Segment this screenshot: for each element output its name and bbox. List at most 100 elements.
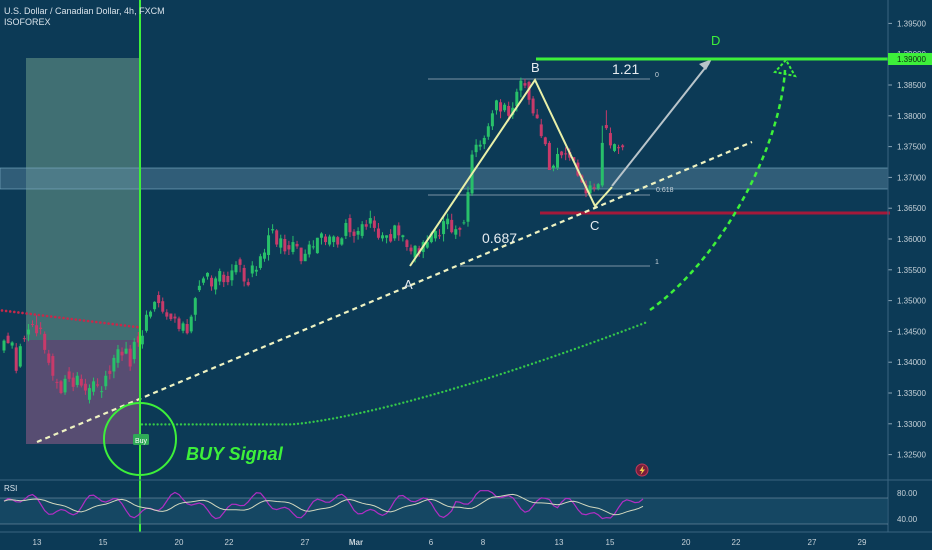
supertrend-dot bbox=[230, 423, 233, 426]
candle-body bbox=[340, 238, 344, 245]
supertrend-dot bbox=[484, 377, 487, 381]
candles-layer bbox=[2, 77, 625, 404]
candle-body bbox=[547, 142, 551, 171]
candle-body bbox=[18, 346, 22, 367]
candle-body bbox=[267, 235, 271, 256]
supertrend-dot bbox=[70, 317, 73, 321]
candle-body bbox=[592, 187, 596, 189]
candle-body bbox=[600, 142, 604, 186]
candle-body bbox=[39, 327, 43, 329]
supertrend-dot bbox=[394, 403, 397, 406]
supertrend-dot bbox=[565, 350, 569, 353]
candle-body bbox=[132, 341, 136, 360]
supertrend-dot bbox=[367, 410, 370, 413]
supertrend-dot bbox=[261, 423, 265, 426]
price-tick-label: 1.32500 bbox=[897, 451, 926, 460]
candle-body bbox=[494, 100, 498, 111]
supertrend-dot bbox=[503, 371, 506, 375]
supertrend-dot bbox=[281, 423, 284, 426]
candle-body bbox=[136, 336, 140, 343]
candle-body bbox=[67, 371, 71, 379]
time-axis[interactable]: 13 15 20 22 27 Mar 6 8 13 15 20 22 27 29 bbox=[33, 538, 867, 547]
supertrend-dot bbox=[573, 347, 577, 351]
price-tick-label: 1.38500 bbox=[897, 81, 926, 90]
supertrend-dot bbox=[554, 354, 557, 358]
candle-body bbox=[519, 80, 523, 91]
candle-body bbox=[79, 378, 83, 386]
buy-zone-box bbox=[26, 58, 140, 340]
time-tick-label: 20 bbox=[682, 538, 691, 547]
candle-body bbox=[560, 151, 564, 156]
rsi-band bbox=[0, 498, 888, 524]
supertrend-dot bbox=[45, 314, 49, 318]
candle-body bbox=[30, 324, 34, 326]
price-tick-label: 1.33500 bbox=[897, 389, 926, 398]
price-tick-label: 1.37000 bbox=[897, 173, 926, 182]
supertrend-dot bbox=[168, 423, 171, 426]
buy-badge[interactable] bbox=[133, 434, 149, 445]
price-axis[interactable]: 1.39500 1.39000 1.38500 1.38000 1.37500 1.370… bbox=[887, 0, 926, 532]
supertrend-dot bbox=[234, 423, 237, 426]
supertrend-dot bbox=[370, 409, 374, 412]
supertrend-dot bbox=[54, 315, 57, 319]
supertrend-dot bbox=[499, 372, 502, 376]
candle-body bbox=[319, 233, 323, 238]
supertrend-dot bbox=[199, 423, 202, 426]
supertrend-dot bbox=[480, 379, 483, 382]
supertrend-dot bbox=[4, 309, 8, 313]
supertrend-dot bbox=[374, 408, 378, 411]
lightning-icon[interactable] bbox=[635, 463, 649, 477]
supertrend-dot bbox=[363, 410, 366, 414]
supertrend-dot bbox=[472, 381, 475, 384]
candle-body bbox=[332, 236, 336, 243]
supertrend-dot bbox=[250, 423, 253, 426]
current-price-tag bbox=[888, 53, 932, 65]
price-tick-label: 1.36500 bbox=[897, 204, 926, 213]
candle-body bbox=[262, 252, 266, 259]
supertrend-dot bbox=[37, 313, 41, 317]
candle-body bbox=[442, 221, 446, 235]
candle-body bbox=[169, 313, 173, 320]
time-tick-label: 27 bbox=[301, 538, 310, 547]
supertrend-dot bbox=[33, 313, 37, 316]
price-tick-label: 1.39500 bbox=[897, 19, 926, 28]
fib-label-0618: 0.618 bbox=[656, 187, 674, 194]
supertrend-dot bbox=[542, 358, 545, 362]
candle-body bbox=[157, 295, 161, 304]
stop-zone-box bbox=[26, 340, 140, 444]
candle-body bbox=[311, 246, 315, 248]
retracement-ratio: 0.687 bbox=[482, 230, 517, 246]
supertrend-dot bbox=[433, 393, 436, 396]
time-tick-label: 29 bbox=[858, 538, 867, 547]
candle-body bbox=[149, 311, 153, 317]
supertrend-dot bbox=[269, 423, 272, 426]
buy-signal-text: BUY Signal bbox=[186, 444, 283, 464]
supertrend-dot bbox=[115, 323, 119, 326]
candle-body bbox=[197, 285, 201, 291]
supertrend-dot bbox=[589, 342, 592, 345]
supertrend-dot bbox=[300, 422, 304, 425]
candle-body bbox=[51, 356, 55, 376]
supertrend-dot bbox=[437, 391, 440, 395]
rsi-ma-line bbox=[3, 493, 644, 516]
supertrend-dot bbox=[464, 383, 467, 387]
supertrend-dot bbox=[628, 327, 631, 331]
fib-label-1: 1 bbox=[655, 259, 659, 266]
candle-body bbox=[405, 240, 409, 248]
candle-body bbox=[376, 228, 380, 238]
point-b-label: B bbox=[531, 60, 540, 75]
candle-body bbox=[523, 83, 527, 86]
candle-body bbox=[193, 298, 197, 315]
candle-body bbox=[450, 219, 454, 233]
extension-ratio: 1.21 bbox=[612, 61, 639, 77]
supertrend-dot bbox=[107, 322, 110, 325]
candle-body bbox=[425, 242, 429, 248]
supertrend-dot bbox=[156, 423, 159, 426]
candle-body bbox=[271, 229, 275, 231]
candle-body bbox=[336, 237, 340, 245]
candle-body bbox=[551, 165, 555, 169]
supertrend-dot bbox=[339, 415, 343, 419]
candle-body bbox=[409, 247, 413, 252]
candle-body bbox=[356, 230, 360, 235]
